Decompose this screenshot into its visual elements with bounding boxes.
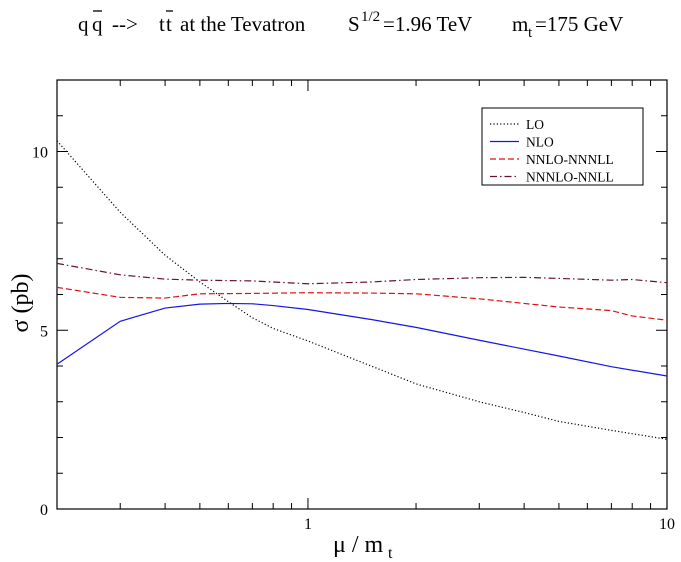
axis-tick-labels: 1 10 0 5 10 [32, 145, 675, 534]
legend-label-lo: LO [526, 117, 544, 132]
title-arrow: --> [112, 12, 138, 36]
x-tick-label: 1 [304, 516, 312, 533]
title-quark-q2: q [92, 12, 103, 36]
series-line-nnnlo-nnll [56, 262, 668, 285]
x-axis-label-text: μ / m [333, 532, 384, 558]
y-tick-label: 5 [40, 323, 48, 340]
y-axis-label: σ (pb) [8, 274, 34, 333]
series-line-lo [56, 140, 668, 440]
legend-label-nlo: NLO [526, 135, 554, 150]
y-tick-label: 10 [32, 145, 48, 162]
x-tick-label: 10 [659, 516, 675, 533]
title-energy-value: =1.96 TeV [383, 12, 472, 36]
x-axis-label: μ / m t [333, 532, 393, 562]
legend-box [481, 107, 644, 186]
series-line-nnlo-nnnll [56, 286, 668, 321]
title-mass-subscript: t [528, 25, 533, 41]
series-layer [56, 140, 668, 440]
y-tick-label: 0 [40, 502, 48, 519]
title-quark-q1: q [78, 12, 89, 36]
series-line-nlo [56, 302, 668, 377]
chart-title: q q --> t t at the Tevatron S 1/2 =1.96 … [78, 9, 623, 41]
legend-label-nnnlo-nnll: NNNLO-NNLL [526, 170, 614, 185]
title-energy-symbol: S [348, 12, 360, 36]
title-mass-value: =175 GeV [535, 12, 623, 36]
title-energy-exponent: 1/2 [361, 9, 380, 25]
title-mass-symbol: m [512, 12, 528, 36]
legend-label-nnlo-nnnll: NNLO-NNNLL [526, 152, 614, 167]
title-venue: at the Tevatron [180, 12, 306, 36]
title-top-t2: t [166, 12, 172, 36]
title-top-t1: t [159, 12, 165, 36]
legend: LO NLO NNLO-NNNLL NNNLO-NNLL [481, 107, 644, 186]
x-axis-label-subscript: t [388, 545, 393, 562]
